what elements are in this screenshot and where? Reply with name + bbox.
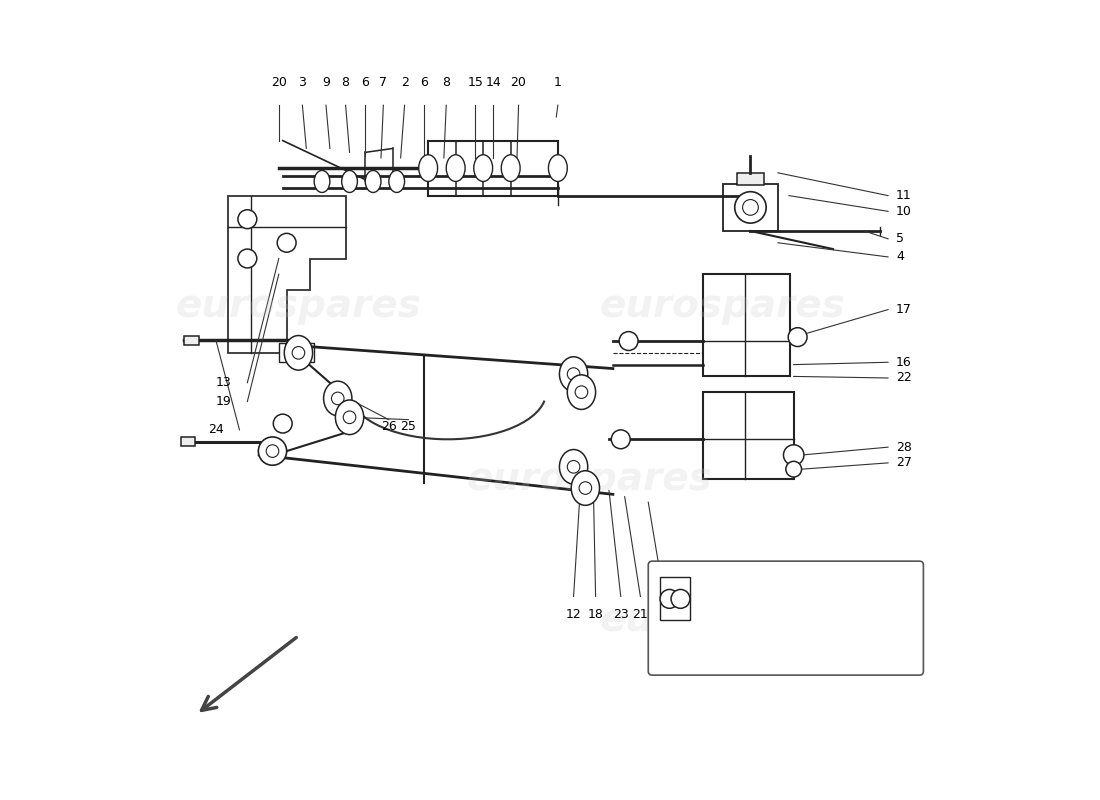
- Text: 5: 5: [895, 232, 904, 246]
- Bar: [180, 437, 195, 446]
- Text: 17: 17: [895, 303, 912, 316]
- Text: 21: 21: [632, 608, 648, 622]
- Ellipse shape: [447, 154, 465, 182]
- Polygon shape: [228, 196, 345, 353]
- Ellipse shape: [323, 381, 352, 416]
- Text: 9: 9: [322, 77, 330, 90]
- Circle shape: [277, 234, 296, 252]
- Ellipse shape: [284, 335, 312, 370]
- Circle shape: [289, 346, 304, 360]
- Circle shape: [785, 462, 802, 477]
- Ellipse shape: [568, 375, 595, 410]
- Text: 1: 1: [554, 77, 562, 90]
- Text: 7: 7: [379, 77, 387, 90]
- Text: 8: 8: [442, 77, 450, 90]
- Circle shape: [568, 461, 580, 473]
- Text: 21: 21: [703, 572, 719, 585]
- Circle shape: [735, 192, 767, 223]
- Text: 11: 11: [895, 189, 912, 202]
- Circle shape: [238, 210, 256, 229]
- Text: 19: 19: [216, 395, 232, 408]
- Circle shape: [575, 386, 587, 398]
- Text: 14: 14: [485, 77, 502, 90]
- Text: 4: 4: [895, 250, 904, 263]
- Circle shape: [238, 249, 256, 268]
- Ellipse shape: [336, 400, 364, 434]
- Bar: [737, 173, 763, 185]
- Ellipse shape: [549, 154, 568, 182]
- Ellipse shape: [560, 357, 587, 391]
- Ellipse shape: [315, 170, 330, 193]
- Bar: [723, 184, 778, 231]
- Text: 23: 23: [613, 608, 628, 622]
- Ellipse shape: [474, 154, 493, 182]
- Text: 6: 6: [361, 77, 370, 90]
- Text: 22: 22: [895, 371, 912, 385]
- Text: 20: 20: [271, 77, 287, 90]
- Text: 15: 15: [468, 77, 483, 90]
- Text: 24: 24: [208, 423, 223, 436]
- Circle shape: [568, 368, 580, 380]
- Text: 10: 10: [895, 205, 912, 218]
- Ellipse shape: [560, 450, 587, 484]
- Circle shape: [612, 430, 630, 449]
- Circle shape: [742, 199, 758, 215]
- Circle shape: [258, 437, 287, 466]
- Circle shape: [293, 346, 305, 359]
- Bar: [278, 342, 315, 362]
- Ellipse shape: [571, 470, 600, 506]
- Text: 27: 27: [895, 456, 912, 470]
- Circle shape: [273, 414, 293, 433]
- Text: 6: 6: [420, 77, 428, 90]
- Ellipse shape: [342, 170, 358, 193]
- FancyBboxPatch shape: [648, 561, 923, 675]
- Circle shape: [579, 482, 592, 494]
- Ellipse shape: [388, 170, 405, 193]
- Circle shape: [343, 411, 355, 423]
- Text: eurospares: eurospares: [176, 286, 421, 325]
- Text: 16: 16: [895, 356, 912, 369]
- Text: Valid till car . . . see note  1: Valid till car . . . see note 1: [661, 651, 824, 665]
- Circle shape: [789, 328, 807, 346]
- Ellipse shape: [502, 154, 520, 182]
- Text: 28: 28: [895, 441, 912, 454]
- Text: 20: 20: [510, 77, 527, 90]
- Ellipse shape: [365, 170, 381, 193]
- Bar: [703, 392, 794, 478]
- Text: 2: 2: [400, 77, 408, 90]
- Circle shape: [266, 445, 278, 458]
- Text: 18: 18: [587, 608, 604, 622]
- Text: eurospares: eurospares: [466, 460, 712, 498]
- Text: 25: 25: [400, 420, 417, 433]
- Circle shape: [783, 445, 804, 466]
- Text: 3: 3: [298, 77, 306, 90]
- Circle shape: [660, 590, 679, 608]
- Ellipse shape: [419, 154, 438, 182]
- Text: eurospares: eurospares: [601, 286, 846, 325]
- Text: 13: 13: [216, 376, 232, 390]
- Circle shape: [331, 392, 344, 405]
- Text: 12: 12: [565, 608, 582, 622]
- Text: eurospares: eurospares: [601, 601, 846, 639]
- Bar: [185, 335, 199, 345]
- Text: 29: 29: [656, 608, 672, 622]
- Bar: [703, 274, 790, 377]
- Circle shape: [671, 590, 690, 608]
- Text: Vale fino alla vett. . . . vedi nota  1: Vale fino alla vett. . . . vedi nota 1: [661, 628, 866, 641]
- Text: 26: 26: [381, 420, 397, 433]
- Circle shape: [619, 332, 638, 350]
- Bar: [660, 577, 690, 620]
- Text: 8: 8: [342, 77, 350, 90]
